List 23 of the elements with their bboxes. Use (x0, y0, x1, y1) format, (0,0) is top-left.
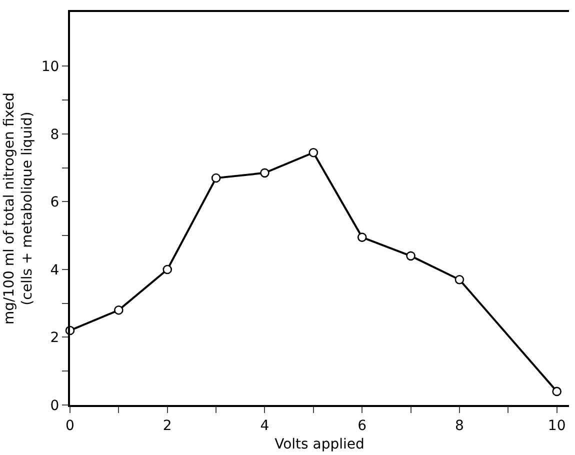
x-tick-label: 2 (162, 418, 172, 434)
point (406, 251, 416, 261)
point (114, 305, 124, 315)
point (308, 148, 318, 158)
point (260, 168, 270, 178)
y-axis-title: mg/100 ml of total nitrogen fixed (cells + metabolique liquid) (1, 92, 36, 325)
y-tick-label: 6 (50, 194, 60, 211)
x-axis-title: Volts applied (274, 436, 364, 453)
point (454, 275, 464, 284)
point (211, 173, 221, 183)
y-tick-label: 0 (50, 398, 60, 414)
y-tick-label: 2 (50, 330, 60, 346)
point (162, 264, 172, 274)
x-tick-label: 10 (548, 418, 566, 434)
x-tick-label: 6 (358, 418, 367, 434)
y-tick-label: 10 (41, 59, 60, 76)
y-tick-label: 4 (50, 262, 60, 278)
x-tick-label: 8 (455, 418, 464, 434)
y-tick-label: 8 (50, 126, 60, 143)
x-tick-label: 4 (260, 418, 270, 434)
point (357, 232, 367, 242)
x-tick-label: 0 (66, 418, 74, 434)
point (552, 386, 562, 396)
